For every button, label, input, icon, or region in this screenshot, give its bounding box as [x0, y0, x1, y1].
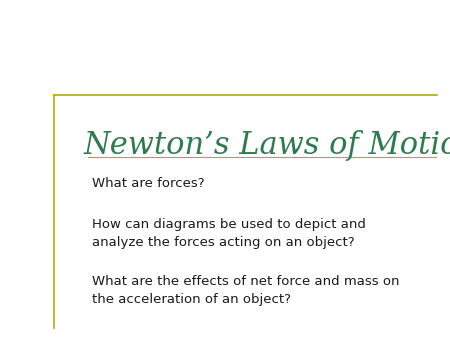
Text: What are the effects of net force and mass on
the acceleration of an object?: What are the effects of net force and ma…: [92, 275, 400, 307]
Text: What are forces?: What are forces?: [92, 177, 205, 190]
Text: Newton’s Laws of Motion: Newton’s Laws of Motion: [83, 130, 450, 161]
Text: How can diagrams be used to depict and
analyze the forces acting on an object?: How can diagrams be used to depict and a…: [92, 218, 366, 249]
